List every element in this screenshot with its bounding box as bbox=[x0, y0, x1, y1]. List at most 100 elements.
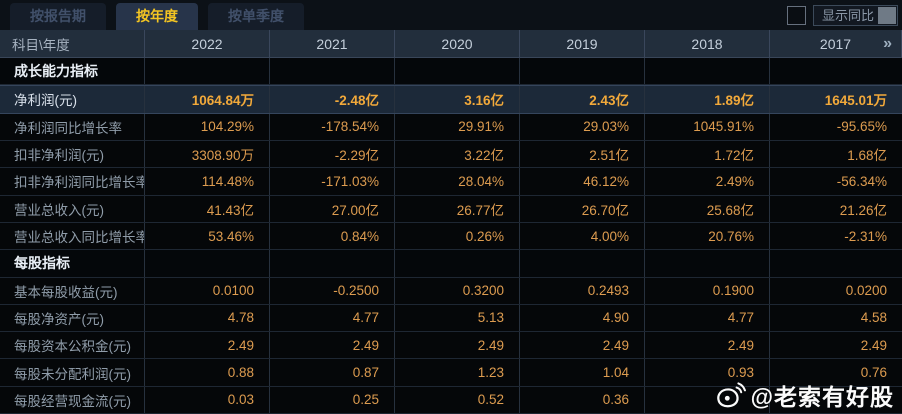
row-label: 每股净资产(元) bbox=[0, 304, 145, 332]
value-cell: 4.77 bbox=[645, 304, 770, 332]
value-cell: 1.89亿 bbox=[645, 86, 770, 113]
header-year-2022: 2022 bbox=[145, 30, 270, 57]
header-year-2020: 2020 bbox=[395, 30, 520, 57]
value-cell: 0.1900 bbox=[645, 277, 770, 304]
value-cell: 0.36 bbox=[520, 386, 645, 414]
value-cell: 0.84% bbox=[270, 222, 395, 250]
watermark: @老索有好股 bbox=[716, 378, 894, 412]
value-cell bbox=[770, 58, 902, 84]
value-cell: 29.91% bbox=[395, 113, 520, 140]
table-header-row: 科目\年度 2022 2021 2020 2019 2018 2017» bbox=[0, 30, 902, 58]
value-cell: 4.77 bbox=[270, 304, 395, 332]
value-cell: 0.0200 bbox=[845, 283, 887, 299]
weibo-icon bbox=[716, 382, 746, 408]
value-cell bbox=[520, 250, 645, 277]
value-cell: 5.13 bbox=[395, 304, 520, 332]
more-columns-icon[interactable]: » bbox=[883, 34, 892, 52]
value-cell: 0.0100 bbox=[145, 277, 270, 304]
value-cell bbox=[270, 250, 395, 277]
value-cell: 0.25 bbox=[270, 386, 395, 414]
show-yoy-checkbox[interactable] bbox=[787, 5, 806, 25]
value-cell: 0.3200 bbox=[395, 277, 520, 304]
tab-report-period[interactable]: 按报告期 bbox=[10, 3, 106, 30]
row-label: 扣非净利润(元) bbox=[0, 140, 145, 168]
row-label: 每股未分配利润(元) bbox=[0, 359, 145, 386]
row-label: 营业总收入同比增长率 bbox=[0, 222, 145, 250]
value-cell: 1.68亿 bbox=[847, 148, 887, 164]
row-label: 营业总收入(元) bbox=[0, 195, 145, 222]
value-cell: 27.00亿 bbox=[270, 195, 395, 222]
yoy-controls: 显示同比 bbox=[787, 4, 898, 26]
value-cell: 0.03 bbox=[145, 386, 270, 414]
value-cell bbox=[645, 250, 770, 277]
value-cell: 20.76% bbox=[645, 222, 770, 250]
row-label: 每股资本公积金(元) bbox=[0, 332, 145, 359]
value-cell: -2.29亿 bbox=[270, 140, 395, 168]
value-cell bbox=[395, 58, 520, 85]
tab-annual[interactable]: 按年度 bbox=[116, 3, 198, 30]
table-row: 营业总收入同比增长率 53.46% 0.84% 0.26% 4.00% 20.76% -2.… bbox=[0, 222, 902, 251]
header-year-2021: 2021 bbox=[270, 30, 395, 57]
yoy-toggle-knob bbox=[878, 6, 896, 24]
value-cell: 29.03% bbox=[520, 113, 645, 140]
value-cell: -56.34% bbox=[836, 173, 887, 189]
value-cell: 0.93 bbox=[645, 359, 770, 386]
value-cell: 2.51亿 bbox=[520, 140, 645, 168]
value-cell: 2.49 bbox=[520, 332, 645, 359]
value-cell: 0.52 bbox=[395, 386, 520, 414]
table-row: 每股未分配利润(元) 0.88 0.87 1.23 1.04 0.93 0.76 bbox=[0, 359, 902, 387]
value-cell: 26.77亿 bbox=[395, 195, 520, 222]
table-row: 净利润同比增长率 104.29% -178.54% 29.91% 29.03% 1045.… bbox=[0, 113, 902, 141]
value-cell: -171.03% bbox=[270, 168, 395, 195]
value-cell: 4.58 bbox=[860, 310, 887, 326]
value-cell bbox=[145, 250, 270, 277]
value-cell: 2.49 bbox=[395, 332, 520, 359]
value-cell bbox=[270, 58, 395, 85]
value-cell: 25.68亿 bbox=[645, 195, 770, 222]
value-cell bbox=[520, 58, 645, 85]
value-cell: 21.26亿 bbox=[839, 202, 887, 218]
value-cell: 0.26% bbox=[395, 222, 520, 250]
value-cell: 2.49 bbox=[270, 332, 395, 359]
value-cell: 2.49% bbox=[645, 168, 770, 195]
table-row: 净利润(元) 1064.84万 -2.48亿 3.16亿 2.43亿 1.89亿 1645.… bbox=[0, 85, 902, 114]
header-corner-cell: 科目\年度 bbox=[0, 30, 145, 57]
value-cell bbox=[395, 250, 520, 277]
table-row: 扣非净利润同比增长率 114.48% -171.03% 28.04% 46.12% 2.4… bbox=[0, 168, 902, 196]
value-cell: 3308.90万 bbox=[145, 140, 270, 168]
value-cell: 4.78 bbox=[145, 304, 270, 332]
value-cell: 3.22亿 bbox=[395, 140, 520, 168]
show-yoy-button[interactable]: 显示同比 bbox=[813, 4, 898, 26]
value-cell: 4.00% bbox=[520, 222, 645, 250]
row-label: 净利润(元) bbox=[0, 86, 145, 113]
value-cell: 0.76 bbox=[860, 365, 887, 381]
table-row: 基本每股收益(元) 0.0100 -0.2500 0.3200 0.2493 0.1900… bbox=[0, 277, 902, 305]
value-cell: 1.23 bbox=[395, 359, 520, 386]
value-cell: 0.87 bbox=[270, 359, 395, 386]
value-cell: 0.88 bbox=[145, 359, 270, 386]
value-cell bbox=[145, 58, 270, 85]
value-cell: 104.29% bbox=[145, 113, 270, 140]
row-label: 成长能力指标 bbox=[0, 58, 145, 85]
table-row: 营业总收入(元) 41.43亿 27.00亿 26.77亿 26.70亿 25.68亿 21… bbox=[0, 195, 902, 223]
value-cell bbox=[645, 386, 770, 414]
value-cell: 53.46% bbox=[145, 222, 270, 250]
value-cell: 4.90 bbox=[520, 304, 645, 332]
value-cell: 26.70亿 bbox=[520, 195, 645, 222]
value-cell: 2.49 bbox=[860, 337, 887, 353]
show-yoy-label: 显示同比 bbox=[822, 7, 875, 23]
header-year-2019: 2019 bbox=[520, 30, 645, 57]
tab-single-quarter[interactable]: 按单季度 bbox=[208, 3, 304, 30]
table-row: 每股资本公积金(元) 2.49 2.49 2.49 2.49 2.49 2.49 bbox=[0, 332, 902, 360]
value-cell: -2.48亿 bbox=[270, 86, 395, 113]
section-row: 成长能力指标 bbox=[0, 58, 902, 86]
row-label: 每股经营现金流(元) bbox=[0, 386, 145, 414]
period-tabbar: 按报告期 按年度 按单季度 显示同比 bbox=[0, 0, 902, 30]
table-row: 每股净资产(元) 4.78 4.77 5.13 4.90 4.77 4.58 bbox=[0, 304, 902, 333]
value-cell: 1045.91% bbox=[645, 113, 770, 140]
header-year-2017: 2017» bbox=[770, 30, 902, 57]
value-cell: -2.31% bbox=[844, 228, 887, 244]
value-cell: 114.48% bbox=[145, 168, 270, 195]
table-row: 扣非净利润(元) 3308.90万 -2.29亿 3.22亿 2.51亿 1.72亿 1.6… bbox=[0, 140, 902, 169]
value-cell: 2.49 bbox=[645, 332, 770, 359]
